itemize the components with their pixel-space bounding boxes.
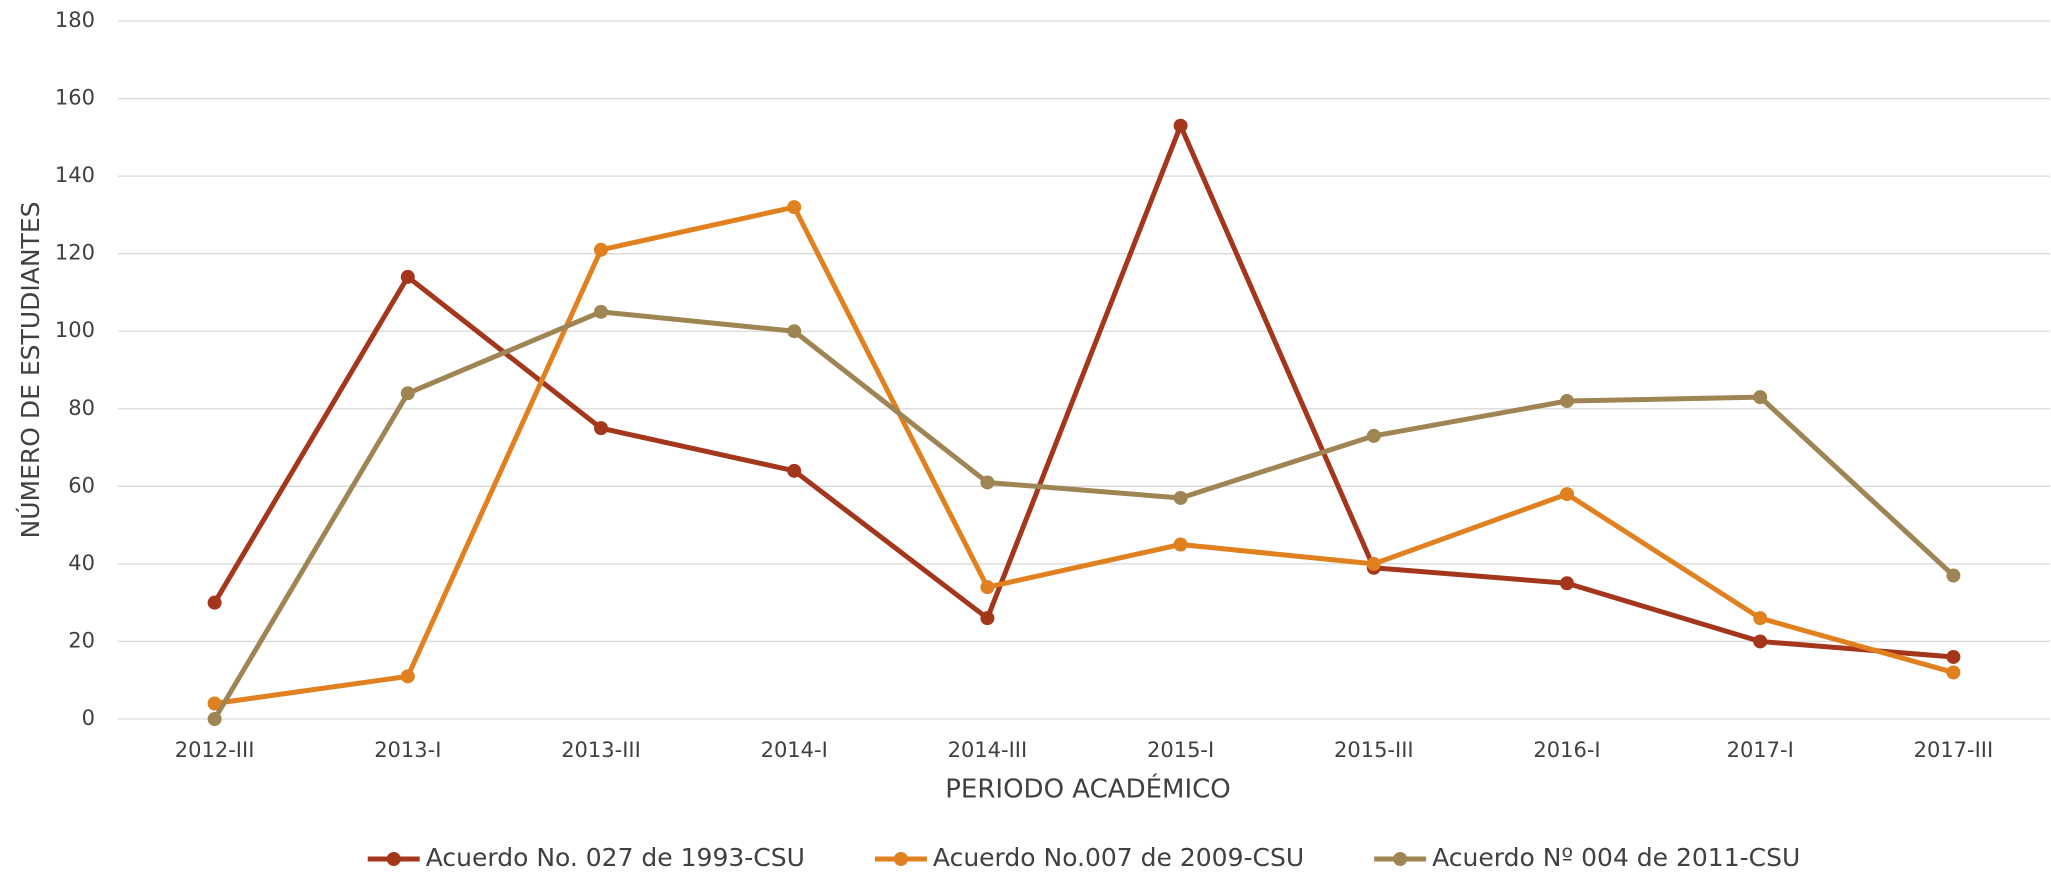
legend-label: Acuerdo No.007 de 2009-CSU [933, 843, 1304, 872]
data-point [1366, 428, 1381, 443]
y-tick-label: 180 [55, 8, 95, 32]
y-tick-label: 140 [55, 163, 95, 187]
y-tick-label: 40 [68, 551, 95, 575]
x-tick-label: 2017-III [1914, 738, 1994, 762]
legend-marker [893, 852, 908, 866]
y-tick-label: 120 [55, 241, 95, 265]
data-point [1366, 556, 1381, 571]
series-line [214, 204, 1955, 706]
data-point [400, 386, 415, 401]
data-point [1560, 394, 1574, 409]
y-tick-label: 160 [55, 86, 95, 110]
x-tick-label: 2014-I [761, 738, 828, 762]
data-point [1560, 487, 1574, 502]
y-tick-label: 100 [55, 318, 95, 342]
x-tick-label: 2013-I [374, 738, 441, 762]
data-point [400, 669, 415, 684]
data-point [787, 324, 802, 339]
data-point [207, 696, 222, 711]
data-point [1946, 665, 1961, 680]
x-axis-title: PERIODO ACADÉMICO [945, 773, 1231, 805]
data-point [594, 304, 608, 319]
data-point [400, 269, 415, 284]
data-point [207, 595, 222, 610]
data-point [1753, 390, 1768, 405]
data-point [207, 712, 222, 726]
data-point [1946, 568, 1961, 583]
y-axis-title: NÚMERO DE ESTUDIANTES [15, 202, 45, 539]
x-tick-label: 2012-III [175, 738, 255, 762]
y-tick-label: 0 [82, 706, 95, 730]
x-tick-label: 2013-III [561, 738, 641, 762]
legend-marker [1393, 852, 1408, 866]
data-point [594, 421, 608, 436]
x-tick-label: 2015-I [1147, 738, 1214, 762]
x-tick-label: 2017-I [1727, 738, 1794, 762]
data-point [787, 463, 802, 478]
x-tick-label: 2016-I [1533, 738, 1600, 762]
y-tick-label: 20 [68, 628, 95, 652]
data-point [1753, 634, 1768, 649]
data-point [787, 200, 802, 215]
legend-label: Acuerdo Nº 004 de 2011-CSU [1432, 843, 1800, 872]
data-point [1560, 576, 1574, 591]
legend-label: Acuerdo No. 027 de 1993-CSU [426, 843, 805, 872]
data-point [980, 611, 995, 626]
x-tick-label: 2014-III [948, 738, 1028, 762]
data-point [1946, 649, 1961, 664]
y-tick-label: 60 [68, 473, 95, 497]
legend-marker [386, 852, 401, 866]
series-line [212, 309, 1956, 721]
data-point [1173, 490, 1188, 505]
data-point [1173, 118, 1188, 133]
data-point [594, 242, 608, 257]
data-point [980, 580, 995, 595]
data-point [1753, 611, 1768, 626]
y-tick-label: 80 [68, 396, 95, 420]
data-point [980, 475, 995, 490]
data-point [1173, 537, 1188, 552]
x-tick-label: 2015-III [1334, 738, 1414, 762]
